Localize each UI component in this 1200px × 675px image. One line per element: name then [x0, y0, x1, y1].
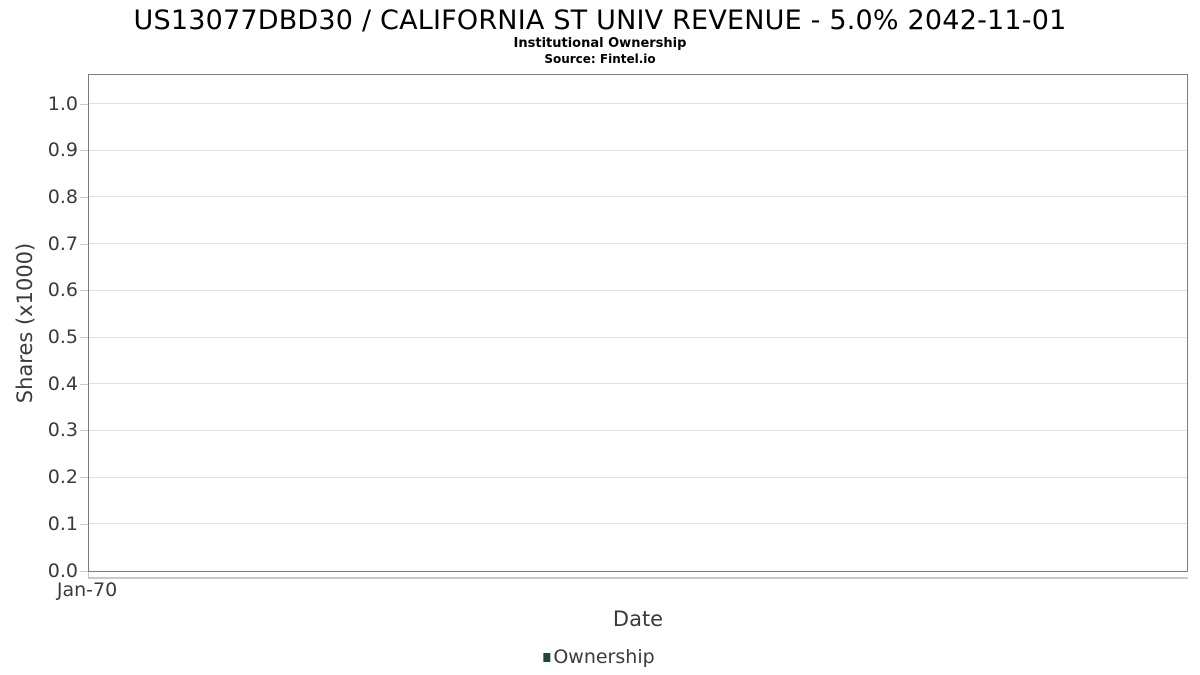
- legend-label: Ownership: [553, 646, 655, 668]
- y-tick-label-0.3: 0.3: [47, 419, 78, 442]
- y-tick-mark-0.2: [80, 477, 88, 479]
- y-tick-mark-1.0: [80, 103, 88, 105]
- y-tick-mark-0.3: [80, 430, 88, 432]
- y-tick-label-0.5: 0.5: [47, 326, 78, 348]
- legend-item-ownership[interactable]: Ownership: [543, 646, 655, 668]
- plot-area: [88, 74, 1188, 572]
- y-tick-mark-0.5: [80, 337, 88, 338]
- gridline-y-0.7: [89, 243, 1187, 245]
- gridline-y-0.4: [89, 383, 1187, 385]
- x-tick-mark: [88, 572, 89, 578]
- y-tick-label-0.9: 0.9: [47, 139, 78, 162]
- y-tick-mark-0.7: [80, 243, 88, 245]
- y-tick-label-0.6: 0.6: [47, 279, 78, 302]
- y-tick-label-0.0: 0.0: [47, 559, 78, 582]
- legend-marker-icon: [543, 652, 551, 662]
- chart-subtitle: Institutional Ownership: [513, 36, 687, 51]
- gridline-y-0.3: [89, 429, 1187, 431]
- chart-title: US13077DBD30 / CALIFORNIA ST UNIV REVENU…: [133, 5, 1067, 36]
- gridline-y-0.9: [89, 149, 1187, 151]
- y-tick-label-0.4: 0.4: [47, 372, 78, 395]
- gridline-y-0.6: [89, 289, 1187, 291]
- y-tick-mark-0.4: [80, 383, 88, 385]
- y-tick-mark-0.1: [80, 523, 88, 525]
- x-tick-label: Jan-70: [56, 579, 118, 601]
- y-tick-label-0.7: 0.7: [47, 232, 78, 255]
- y-tick-label-0.2: 0.2: [47, 466, 78, 489]
- x-axis-line: [88, 577, 1188, 579]
- y-tick-label-0.8: 0.8: [47, 185, 78, 208]
- y-tick-label-0.1: 0.1: [47, 512, 78, 535]
- gridline-y-1.0: [89, 103, 1187, 105]
- y-tick-mark-0.8: [80, 196, 88, 198]
- chart-source-credit: Source: Fintel.io: [544, 52, 656, 66]
- y-tick-mark-0.9: [80, 150, 88, 152]
- x-axis-label: Date: [612, 607, 664, 631]
- y-tick-label-1.0: 1.0: [47, 92, 78, 115]
- gridline-y-0.2: [89, 476, 1187, 478]
- y-tick-mark-0.0: [80, 570, 88, 572]
- gridline-y-0.8: [89, 196, 1187, 198]
- gridline-y-0.1: [89, 523, 1187, 525]
- y-tick-mark-0.6: [80, 290, 88, 292]
- gridline-y-0.5: [89, 336, 1187, 338]
